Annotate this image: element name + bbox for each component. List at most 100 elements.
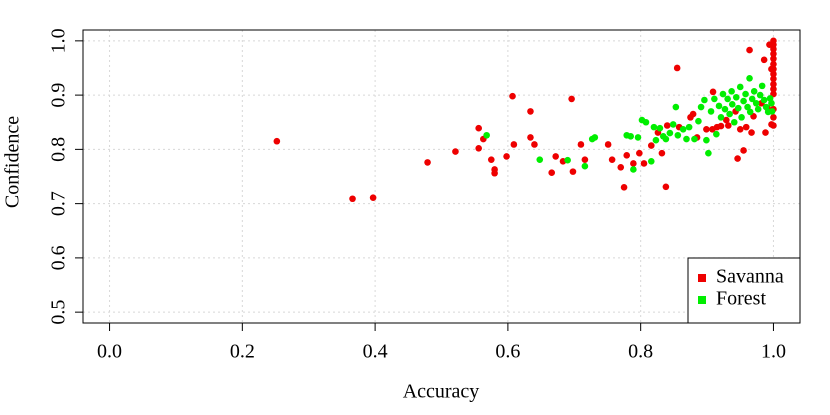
point <box>736 125 744 133</box>
y-tick-label: 0.8 <box>48 137 70 162</box>
point <box>673 64 681 72</box>
x-axis-label: Accuracy <box>403 381 480 403</box>
point <box>740 147 747 154</box>
point <box>683 135 690 143</box>
point <box>503 153 510 160</box>
point <box>424 159 431 166</box>
point <box>724 95 731 103</box>
point <box>487 156 495 163</box>
point <box>728 88 735 95</box>
point <box>483 131 490 139</box>
point <box>760 56 768 64</box>
point <box>273 137 281 145</box>
point <box>669 121 677 128</box>
point <box>754 105 762 113</box>
point <box>740 97 747 105</box>
point <box>349 195 356 203</box>
point <box>581 162 589 170</box>
point <box>721 105 729 113</box>
y-tick-label: 1.0 <box>48 28 70 53</box>
point <box>623 152 631 159</box>
point <box>577 141 585 148</box>
point <box>742 123 750 131</box>
point <box>662 183 670 191</box>
point <box>703 136 710 144</box>
point <box>742 90 749 98</box>
point <box>736 83 744 91</box>
point <box>509 92 516 100</box>
point <box>701 96 708 104</box>
point <box>663 122 671 129</box>
point <box>630 160 637 167</box>
point <box>695 117 702 125</box>
point <box>717 114 725 121</box>
point <box>758 82 766 90</box>
legend-label: Savanna <box>716 266 784 288</box>
point <box>770 122 777 129</box>
point <box>715 102 723 110</box>
point <box>674 131 682 139</box>
point <box>527 134 534 141</box>
point <box>770 50 777 58</box>
point <box>475 124 482 132</box>
point <box>581 156 589 163</box>
y-tick-label: 0.5 <box>48 300 70 325</box>
point <box>536 156 544 163</box>
point <box>738 114 745 121</box>
legend-swatch <box>698 296 706 304</box>
point <box>564 156 571 164</box>
point <box>552 153 559 160</box>
point <box>658 149 666 157</box>
point <box>510 141 518 148</box>
point <box>711 95 718 103</box>
point <box>746 46 753 54</box>
x-tick-label: 0.2 <box>230 341 255 363</box>
point <box>748 95 756 103</box>
y-tick-label: 0.9 <box>48 83 70 108</box>
point <box>650 123 658 131</box>
point <box>746 108 754 116</box>
x-tick-label: 0.4 <box>363 341 388 363</box>
point <box>750 88 758 95</box>
point <box>719 90 727 98</box>
point <box>475 144 482 152</box>
point <box>569 168 577 175</box>
point <box>756 91 764 99</box>
point <box>627 133 635 140</box>
point <box>617 163 625 171</box>
point <box>726 110 733 118</box>
point <box>746 74 753 82</box>
point <box>703 125 710 133</box>
point <box>707 108 715 115</box>
point <box>770 80 777 88</box>
point <box>452 148 459 155</box>
point <box>770 45 777 53</box>
point <box>527 108 534 115</box>
series <box>483 74 776 173</box>
point <box>666 129 674 137</box>
point <box>768 108 776 115</box>
point <box>634 134 642 141</box>
point <box>732 93 740 101</box>
x-tick-label: 0.0 <box>97 341 122 363</box>
point <box>604 141 612 148</box>
point <box>647 142 655 149</box>
point <box>685 123 693 131</box>
point <box>697 103 705 111</box>
point <box>734 104 742 112</box>
point <box>770 55 777 63</box>
point <box>752 99 760 107</box>
point <box>760 96 768 104</box>
y-tick-label: 0.6 <box>48 245 70 270</box>
point <box>705 149 712 157</box>
point <box>548 169 556 177</box>
x-tick-label: 0.6 <box>495 341 520 363</box>
point <box>679 125 687 133</box>
point <box>662 135 670 143</box>
point <box>744 103 751 111</box>
point <box>713 130 720 138</box>
point <box>689 110 697 118</box>
point <box>640 160 648 167</box>
point <box>762 129 769 136</box>
plot-frame <box>82 29 801 324</box>
